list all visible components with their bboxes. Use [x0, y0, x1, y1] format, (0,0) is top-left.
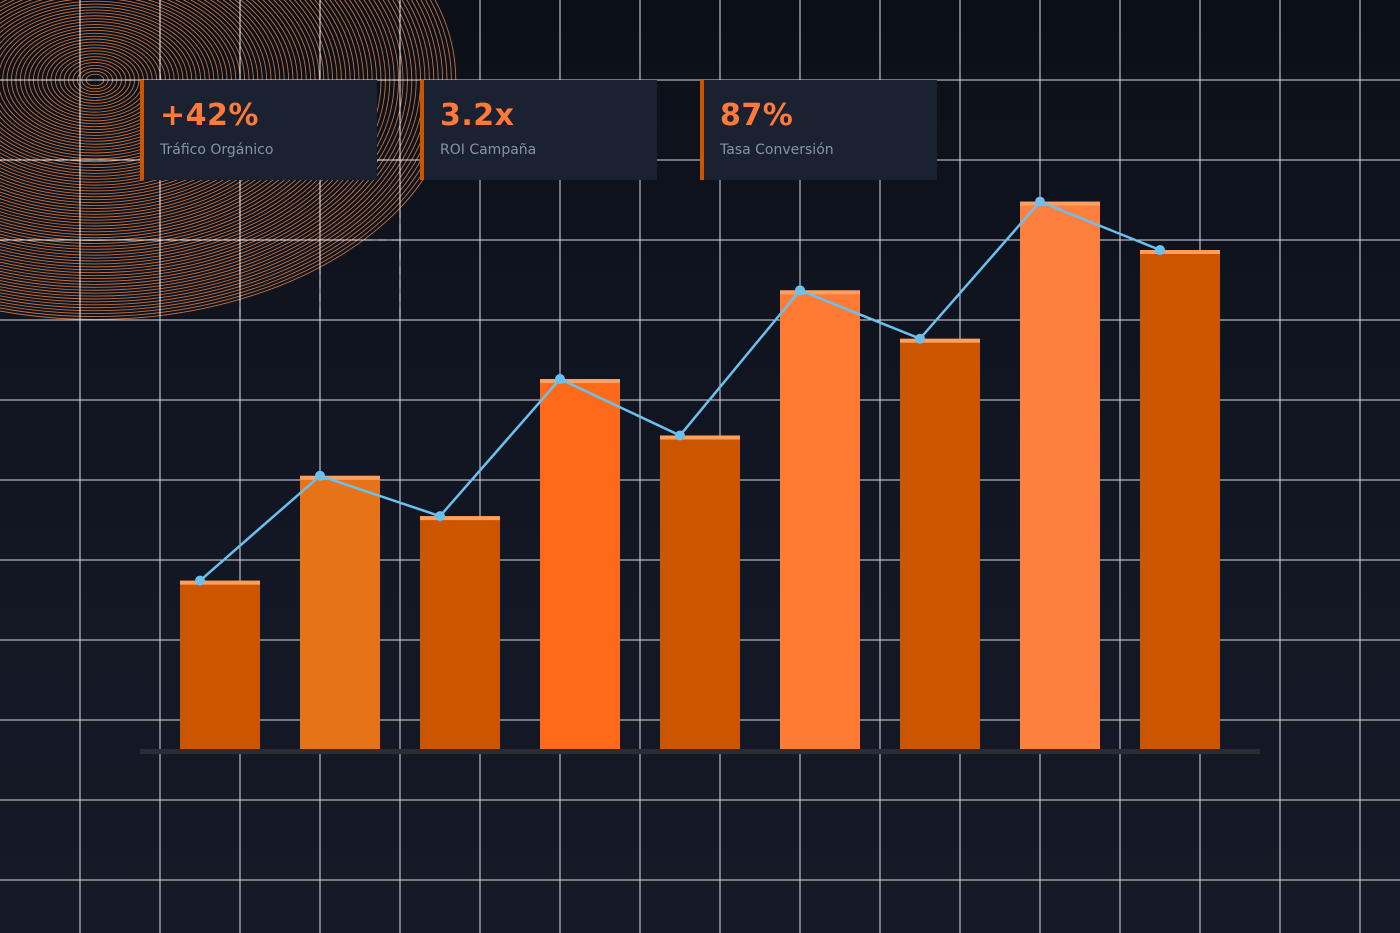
kpi-value: 87%	[720, 98, 794, 133]
kpi-value: +42%	[160, 98, 259, 133]
kpi-label: Tráfico Orgánico	[160, 142, 274, 158]
trend-point	[435, 511, 445, 522]
trend-point	[675, 430, 685, 441]
bar	[420, 516, 500, 750]
kpi-value: 3.2x	[440, 98, 515, 133]
trend-point	[195, 575, 205, 586]
x-axis-baseline	[140, 749, 1260, 754]
bar	[300, 475, 380, 750]
bars	[180, 201, 1220, 750]
bar	[180, 580, 260, 750]
bar	[1140, 250, 1220, 750]
bar-cap	[660, 435, 740, 440]
kpi-card-organic-traffic: +42% Tráfico Orgánico	[140, 80, 377, 180]
bar	[540, 379, 620, 750]
bar-cap	[300, 475, 380, 480]
bar	[1020, 201, 1100, 750]
bar-cap	[540, 379, 620, 384]
bar	[900, 338, 980, 750]
trend-point	[555, 374, 565, 385]
bar-cap	[180, 580, 260, 585]
trend-point	[795, 285, 805, 296]
bar	[780, 290, 860, 750]
bar-cap	[1140, 250, 1220, 254]
kpi-label: ROI Campaña	[440, 142, 537, 158]
trend-point	[315, 470, 325, 481]
bar-cap	[780, 290, 860, 295]
bar-cap	[1020, 201, 1100, 206]
bar	[660, 435, 740, 750]
bar-cap	[420, 516, 500, 521]
kpi-label: Tasa Conversión	[720, 142, 834, 158]
trend-point	[1155, 245, 1165, 255]
kpi-card-campaign-roi: 3.2x ROI Campaña	[420, 80, 657, 180]
trend-point	[1035, 196, 1045, 207]
kpi-card-conversion-rate: 87% Tasa Conversión	[700, 80, 937, 180]
trend-point	[915, 333, 925, 344]
trend-line	[195, 196, 1165, 586]
bar-cap	[900, 338, 980, 343]
